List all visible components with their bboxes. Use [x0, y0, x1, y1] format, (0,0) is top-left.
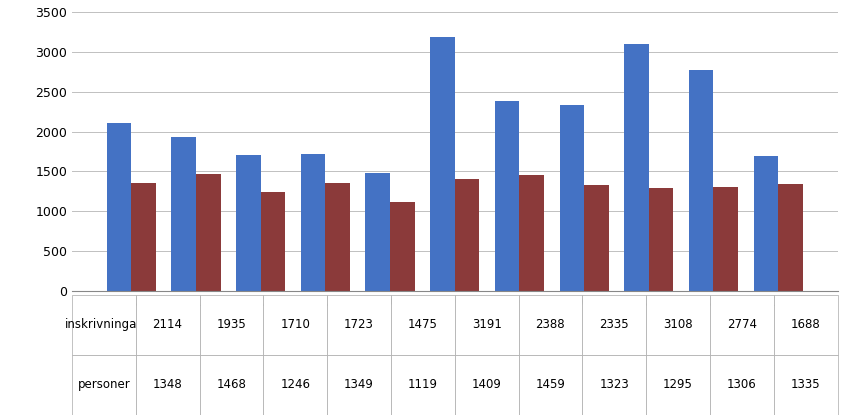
Bar — [365, 173, 390, 290]
Bar — [236, 155, 261, 290]
Bar — [713, 187, 738, 290]
Bar — [430, 37, 454, 290]
Bar — [495, 101, 519, 290]
Bar — [689, 70, 713, 290]
Bar — [584, 186, 608, 290]
Bar — [624, 44, 649, 290]
Bar — [196, 174, 221, 290]
Bar — [107, 122, 131, 290]
Bar — [301, 154, 326, 290]
Bar — [261, 191, 285, 290]
Bar — [754, 156, 778, 290]
Bar — [454, 178, 480, 290]
Bar — [778, 184, 803, 290]
Bar — [172, 137, 196, 290]
Bar — [390, 202, 415, 290]
Bar — [326, 183, 350, 290]
Bar — [519, 175, 544, 290]
Bar — [649, 188, 673, 290]
Bar — [131, 183, 156, 290]
Bar — [559, 105, 584, 290]
